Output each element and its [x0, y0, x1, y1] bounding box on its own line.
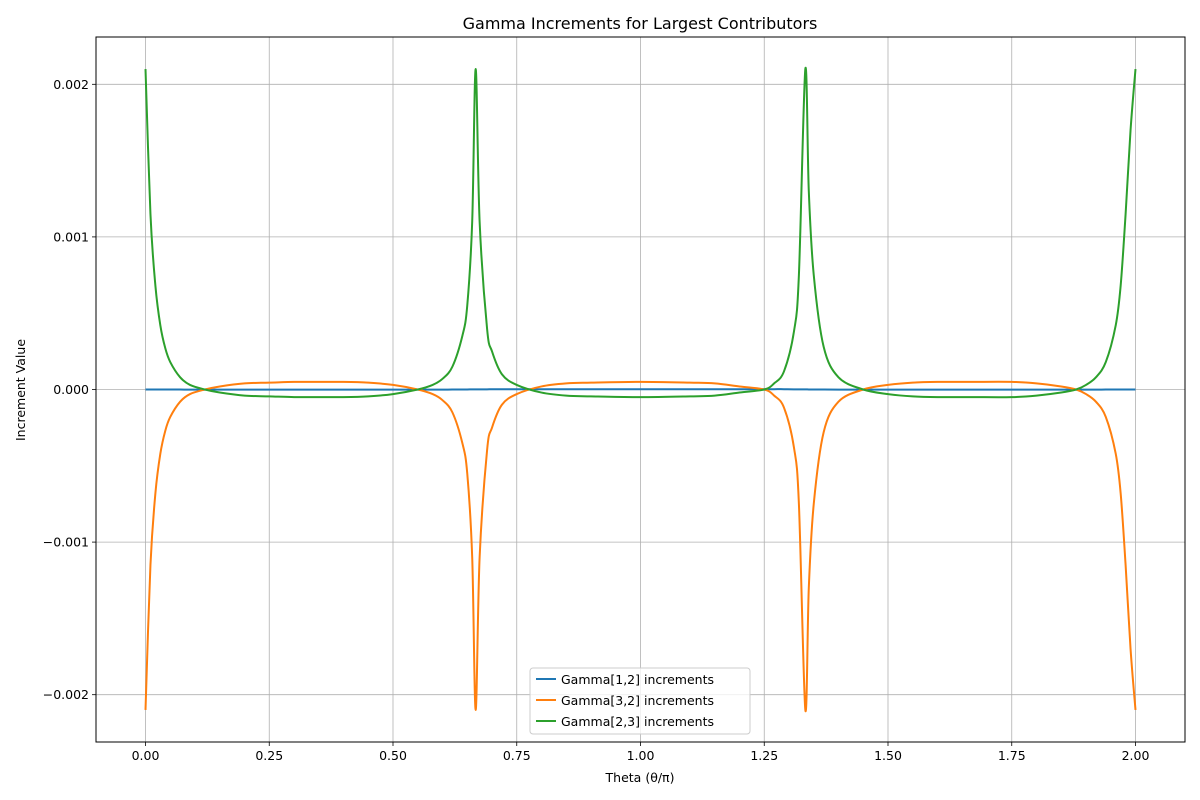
x-tick-label: 1.75	[998, 748, 1026, 763]
legend-label-gamma-2-3: Gamma[2,3] increments	[561, 714, 714, 729]
x-tick-label: 1.50	[874, 748, 902, 763]
y-tick-label: −0.001	[43, 535, 89, 550]
series-line-gamma-2-3	[144, 66, 1137, 399]
series-layer	[144, 66, 1137, 713]
chart-title: Gamma Increments for Largest Contributor…	[463, 14, 818, 33]
x-tick-label: 0.75	[503, 748, 531, 763]
x-tick-label: 1.25	[750, 748, 778, 763]
x-axis-ticks: 0.00 0.25 0.50 0.75 1.00 1.25 1.50 1.75 2.00	[132, 742, 1150, 763]
y-axis-ticks: −0.002 −0.001 0.000 0.001 0.002	[43, 77, 96, 702]
series-line-gamma-3-2	[144, 380, 1137, 713]
legend-label-gamma-1-2: Gamma[1,2] increments	[561, 672, 714, 687]
x-axis-title: Theta (θ/π)	[605, 770, 675, 785]
legend-label-gamma-3-2: Gamma[3,2] increments	[561, 693, 714, 708]
y-axis-title: Increment Value	[13, 339, 28, 441]
x-tick-label: 0.25	[255, 748, 283, 763]
x-tick-label: 1.00	[627, 748, 655, 763]
y-tick-label: 0.001	[53, 229, 89, 244]
legend: Gamma[1,2] increments Gamma[3,2] increme…	[529, 667, 751, 735]
x-tick-label: 2.00	[1122, 748, 1150, 763]
legend-box	[529, 667, 751, 735]
x-tick-label: 0.00	[132, 748, 160, 763]
y-tick-label: 0.002	[53, 77, 89, 92]
x-tick-label: 0.50	[379, 748, 407, 763]
y-tick-label: −0.002	[43, 687, 89, 702]
y-tick-label: 0.000	[53, 382, 89, 397]
